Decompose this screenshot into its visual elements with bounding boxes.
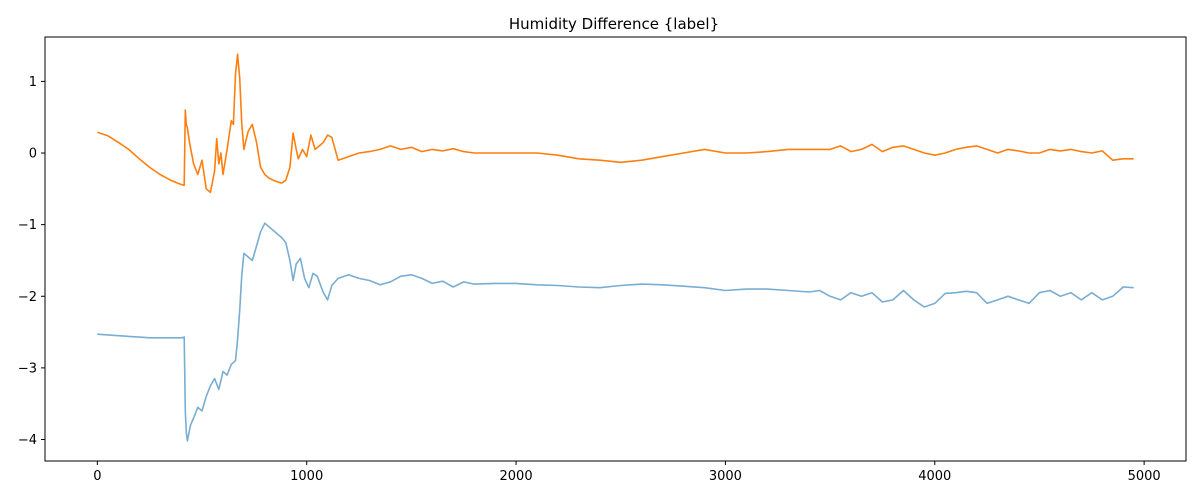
series-line-2: [97, 53, 1134, 194]
y-tick-label: −1: [18, 218, 37, 233]
y-tick-label: −3: [18, 361, 37, 376]
x-tick-label: 3000: [709, 469, 742, 484]
y-tick-label: 1: [29, 75, 37, 90]
y-tick-label: −4: [18, 433, 37, 448]
x-tick-label: 0: [93, 469, 101, 484]
x-tick-label: 2000: [500, 469, 533, 484]
x-tick-label: 4000: [918, 469, 951, 484]
x-axis-ticks: 0 1000 2000 3000 4000 5000: [93, 461, 1161, 484]
series-line-1: [97, 222, 1134, 442]
x-tick-label: 1000: [290, 469, 323, 484]
x-tick-label: 5000: [1128, 469, 1161, 484]
chart-title: Humidity Difference {label}: [509, 15, 719, 33]
plot-frame: [44, 36, 1187, 462]
axes-layer: [44, 36, 1187, 462]
y-tick-label: −2: [18, 290, 37, 305]
y-tick-label: 0: [29, 147, 37, 162]
series-layer: [97, 53, 1134, 442]
y-axis-ticks: −4 −3 −2 −1 0 1: [18, 75, 45, 448]
